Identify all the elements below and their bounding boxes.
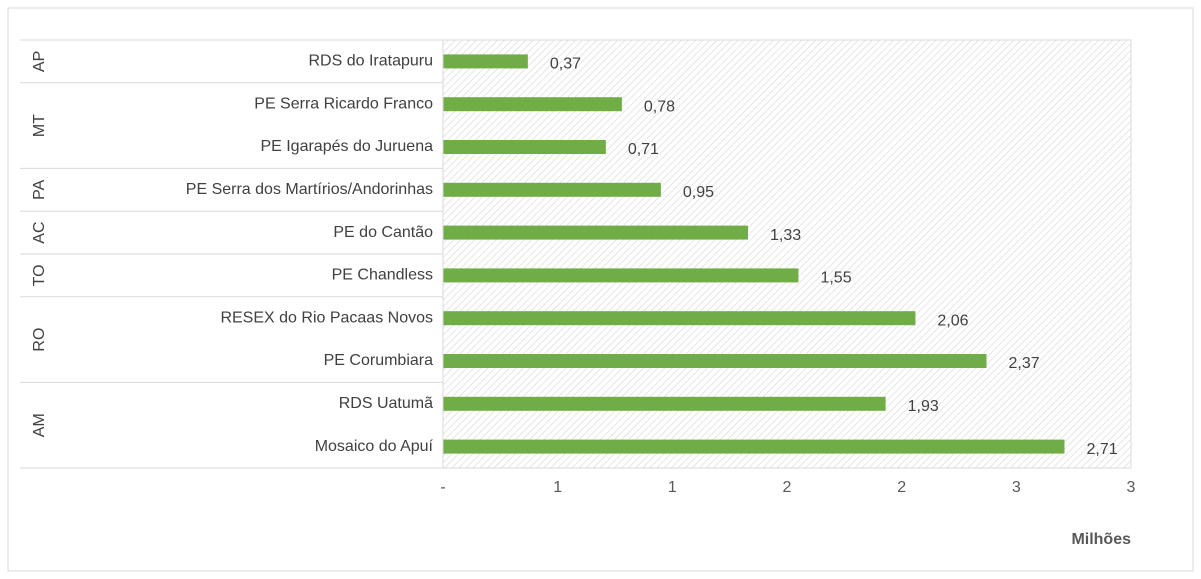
data-label: 0,71 — [628, 141, 659, 158]
bar — [443, 311, 916, 326]
bar — [443, 54, 528, 69]
y-tick-label: PE Igarapés do Juruena — [260, 138, 433, 155]
y-tick-label: RDS Uatumã — [339, 395, 433, 412]
data-label: 2,37 — [1009, 355, 1040, 372]
bar — [443, 140, 606, 154]
data-label: 2,06 — [937, 312, 968, 329]
x-tick-label: - — [440, 479, 445, 496]
y-tick-label: RESEX do Rio Pacaas Novos — [220, 309, 433, 326]
y-tick-label: PE do Cantão — [333, 224, 433, 241]
x-tick-label: 3 — [1127, 479, 1136, 496]
group-label: AM — [31, 413, 48, 437]
data-label: 0,37 — [550, 56, 581, 73]
plot-area — [442, 39, 1132, 469]
data-label: 1,33 — [770, 227, 801, 244]
group-label: TO — [31, 264, 48, 286]
bar — [443, 354, 987, 368]
y-tick-label: PE Serra Ricardo Franco — [254, 95, 433, 112]
y-tick-label: PE Chandless — [332, 267, 433, 284]
y-tick-label: PE Corumbiara — [324, 352, 433, 369]
group-label: MT — [31, 114, 48, 137]
bar — [443, 439, 1065, 454]
data-label: 1,93 — [908, 398, 939, 415]
x-tick-label: 2 — [783, 479, 792, 496]
bar — [443, 268, 799, 283]
y-tick-label: PE Serra dos Martírios/Andorinhas — [186, 181, 433, 198]
y-tick-label: Mosaico do Apuí — [315, 438, 434, 455]
group-label: PA — [31, 179, 48, 199]
x-tick-label: 1 — [668, 479, 677, 496]
y-tick-label: RDS do Iratapuru — [308, 53, 433, 70]
data-label: 0,78 — [644, 98, 675, 115]
data-label: 1,55 — [820, 270, 851, 287]
x-axis-title: Milhões — [1071, 531, 1131, 548]
bar — [443, 396, 886, 411]
bar — [443, 225, 749, 240]
bar — [443, 97, 622, 112]
x-tick-label: 2 — [897, 479, 906, 496]
group-label: AC — [31, 221, 48, 243]
data-label: 2,71 — [1086, 441, 1117, 458]
x-tick-label: 1 — [553, 479, 562, 496]
data-label: 0,95 — [683, 184, 714, 201]
bar — [443, 182, 661, 197]
group-label: AP — [31, 51, 48, 72]
group-label: RO — [31, 328, 48, 352]
x-tick-label: 3 — [1012, 479, 1021, 496]
